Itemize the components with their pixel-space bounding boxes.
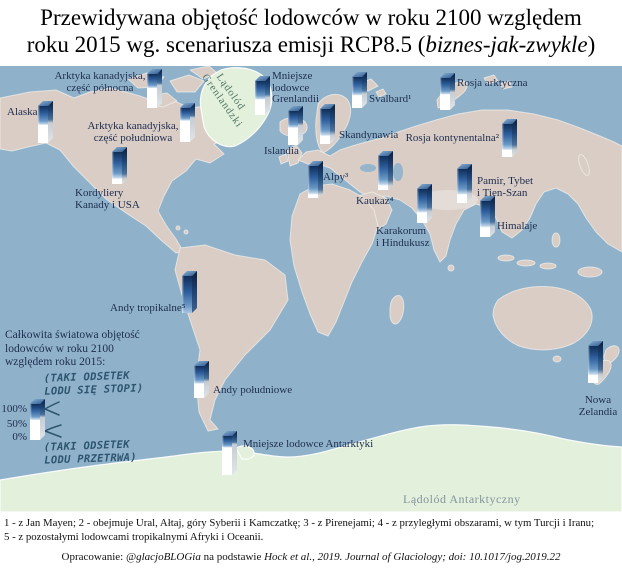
- melt-arrow-icon: [43, 401, 60, 416]
- glacier-label-tropical-andes: Andy tropikalne⁵: [110, 302, 186, 314]
- island-indonesia: [516, 259, 536, 267]
- island-ireland: [278, 153, 289, 165]
- glacier-label-caucasus: Kaukaz⁴: [356, 195, 394, 207]
- glacier-bar-alaska: [38, 101, 53, 143]
- antarctica-ice-sheet: [0, 424, 622, 512]
- island-new-guinea: [577, 266, 603, 278]
- glacier-bar-new-zealand: [588, 341, 603, 383]
- glacier-label-southern-andes: Andy południowe: [213, 384, 293, 396]
- glacier-label-cordillera-canada-usa: Kordyliery Kanady i USA: [75, 187, 140, 211]
- glacier-label-arctic-canada-south: Arktyka kanadyjska, część południowa: [87, 120, 179, 144]
- sea-caspian: [393, 163, 403, 181]
- title-italic: biznes-jak-zwykle: [425, 32, 588, 57]
- glacier-label-antarctic-periphery: Mniejsze lodowce Antarktyki: [243, 438, 374, 450]
- greenland-ice-sheet: [199, 67, 273, 148]
- glacier-bar-pamir-tibet-tienshan: [457, 164, 472, 203]
- glacier-label-scandinavia: Skandynawia: [339, 129, 399, 141]
- arctic-islands: [483, 74, 499, 85]
- glacier-bar-scandinavia: [320, 104, 335, 144]
- island-svalbard: [375, 88, 387, 98]
- glacier-label-alps: Alpy³: [323, 171, 349, 183]
- island-tasmania: [552, 355, 562, 363]
- island-indonesia: [539, 262, 557, 270]
- glacier-label-pamir-tibet-tienshan: Pamir, Tybet i Tien-Szan: [477, 175, 534, 199]
- glacier-label-russia-continental: Rosja kontynentalna²: [405, 132, 499, 144]
- landmass-australia: [492, 286, 593, 351]
- glacier-label-arctic-canada-north: Arktyka kanadyjska, część północna: [54, 70, 146, 94]
- glacier-bar-greenland-periphery: [255, 76, 270, 115]
- arctic-islands: [499, 80, 513, 90]
- legend-scale-100: 100%: [1, 403, 27, 415]
- glacier-bar-karakoram-hindukush: [417, 184, 432, 223]
- page-title: Przewidywana objętość lodowców w roku 21…: [0, 4, 622, 58]
- glacier-bar-arctic-canada-south: [180, 103, 195, 142]
- glacier-label-iceland: Islandia: [264, 145, 299, 157]
- antarctic-ice-sheet-label: Lądolód Antarktyczny: [403, 492, 521, 506]
- glacier-bar-russian-arctic: [440, 73, 455, 110]
- glacier-bar-russia-continental: [502, 119, 517, 157]
- legend-scale-50: 50%: [6, 418, 27, 430]
- footnotes: 1 - z Jan Mayen; 2 - obejmuje Ural, Ałta…: [4, 516, 622, 544]
- glacier-label-alaska: Alaska: [7, 106, 38, 118]
- island-caribbean: [175, 225, 181, 231]
- glacier-bar-antarctic-periphery: [222, 431, 237, 475]
- legend-arrows: [43, 401, 62, 438]
- legend-scale-0: 0%: [12, 431, 27, 443]
- glacier-bar-tropical-andes: [182, 271, 197, 313]
- attribution-source: Hock et al., 2019. Journal of Glaciology…: [264, 551, 561, 563]
- island-caribbean: [183, 229, 189, 235]
- legend-intro-text: Całkowita światowa objętość lodowców w r…: [5, 329, 140, 368]
- island-indonesia: [497, 254, 515, 262]
- glacier-bar-arctic-canada-north: [147, 69, 162, 108]
- glacier-label-himalaya: Himalaje: [497, 220, 538, 232]
- glacier-label-russian-arctic: Rosja arktyczna: [457, 77, 528, 89]
- island-philippines: [551, 232, 561, 248]
- glacier-label-greenland-periphery: Mniejsze lodowce Grenlandii: [272, 70, 320, 105]
- glacier-bar-caucasus: [378, 151, 393, 190]
- glacier-bar-alps: [308, 161, 323, 198]
- arctic-islands: [169, 74, 205, 93]
- attribution: Opracowanie: @glacjoBLOGia na podstawie …: [61, 551, 561, 563]
- glacier-bar-southern-andes: [194, 361, 209, 398]
- glacier-label-svalbard: Svalbard¹: [369, 93, 412, 105]
- glacier-bar-himalaya: [480, 196, 495, 237]
- island-madagascar: [389, 295, 405, 325]
- footnote-line1: 1 - z Jan Mayen; 2 - obejmuje Ural, Ałta…: [4, 517, 595, 529]
- glacier-label-karakoram-hindukush: Karakorum i Hindukusz: [376, 225, 430, 249]
- antarctic-peninsula: [235, 445, 255, 460]
- glacier-bar-cordillera-canada-usa: [112, 147, 127, 184]
- title-line2: roku 2015 wg. scenariusza emisji RCP8.5 …: [26, 32, 596, 57]
- title-line1: Przewidywana objętość lodowców w roku 21…: [40, 5, 582, 30]
- glacier-bar-iceland: [288, 106, 303, 145]
- legend-melt-note: (TAKI ODSETEK LODU SIĘ STOPI): [43, 369, 144, 398]
- sea-black: [360, 164, 376, 172]
- footnote-line2: 5 - z pozostałymi lodowcami tropikalnymi…: [4, 531, 264, 543]
- glacier-bar-svalbard: [352, 72, 367, 108]
- world-map: [0, 66, 622, 512]
- attribution-handle: @glacjoBLOGia: [125, 551, 201, 563]
- legend-world-bar: [30, 399, 45, 440]
- island-sri-lanka: [447, 264, 455, 272]
- glacier-label-new-zealand: Nowa Zelandia: [578, 394, 618, 418]
- landmass-africa: [289, 183, 379, 337]
- survive-arrow-icon: [43, 424, 62, 438]
- island-japan: [578, 154, 590, 176]
